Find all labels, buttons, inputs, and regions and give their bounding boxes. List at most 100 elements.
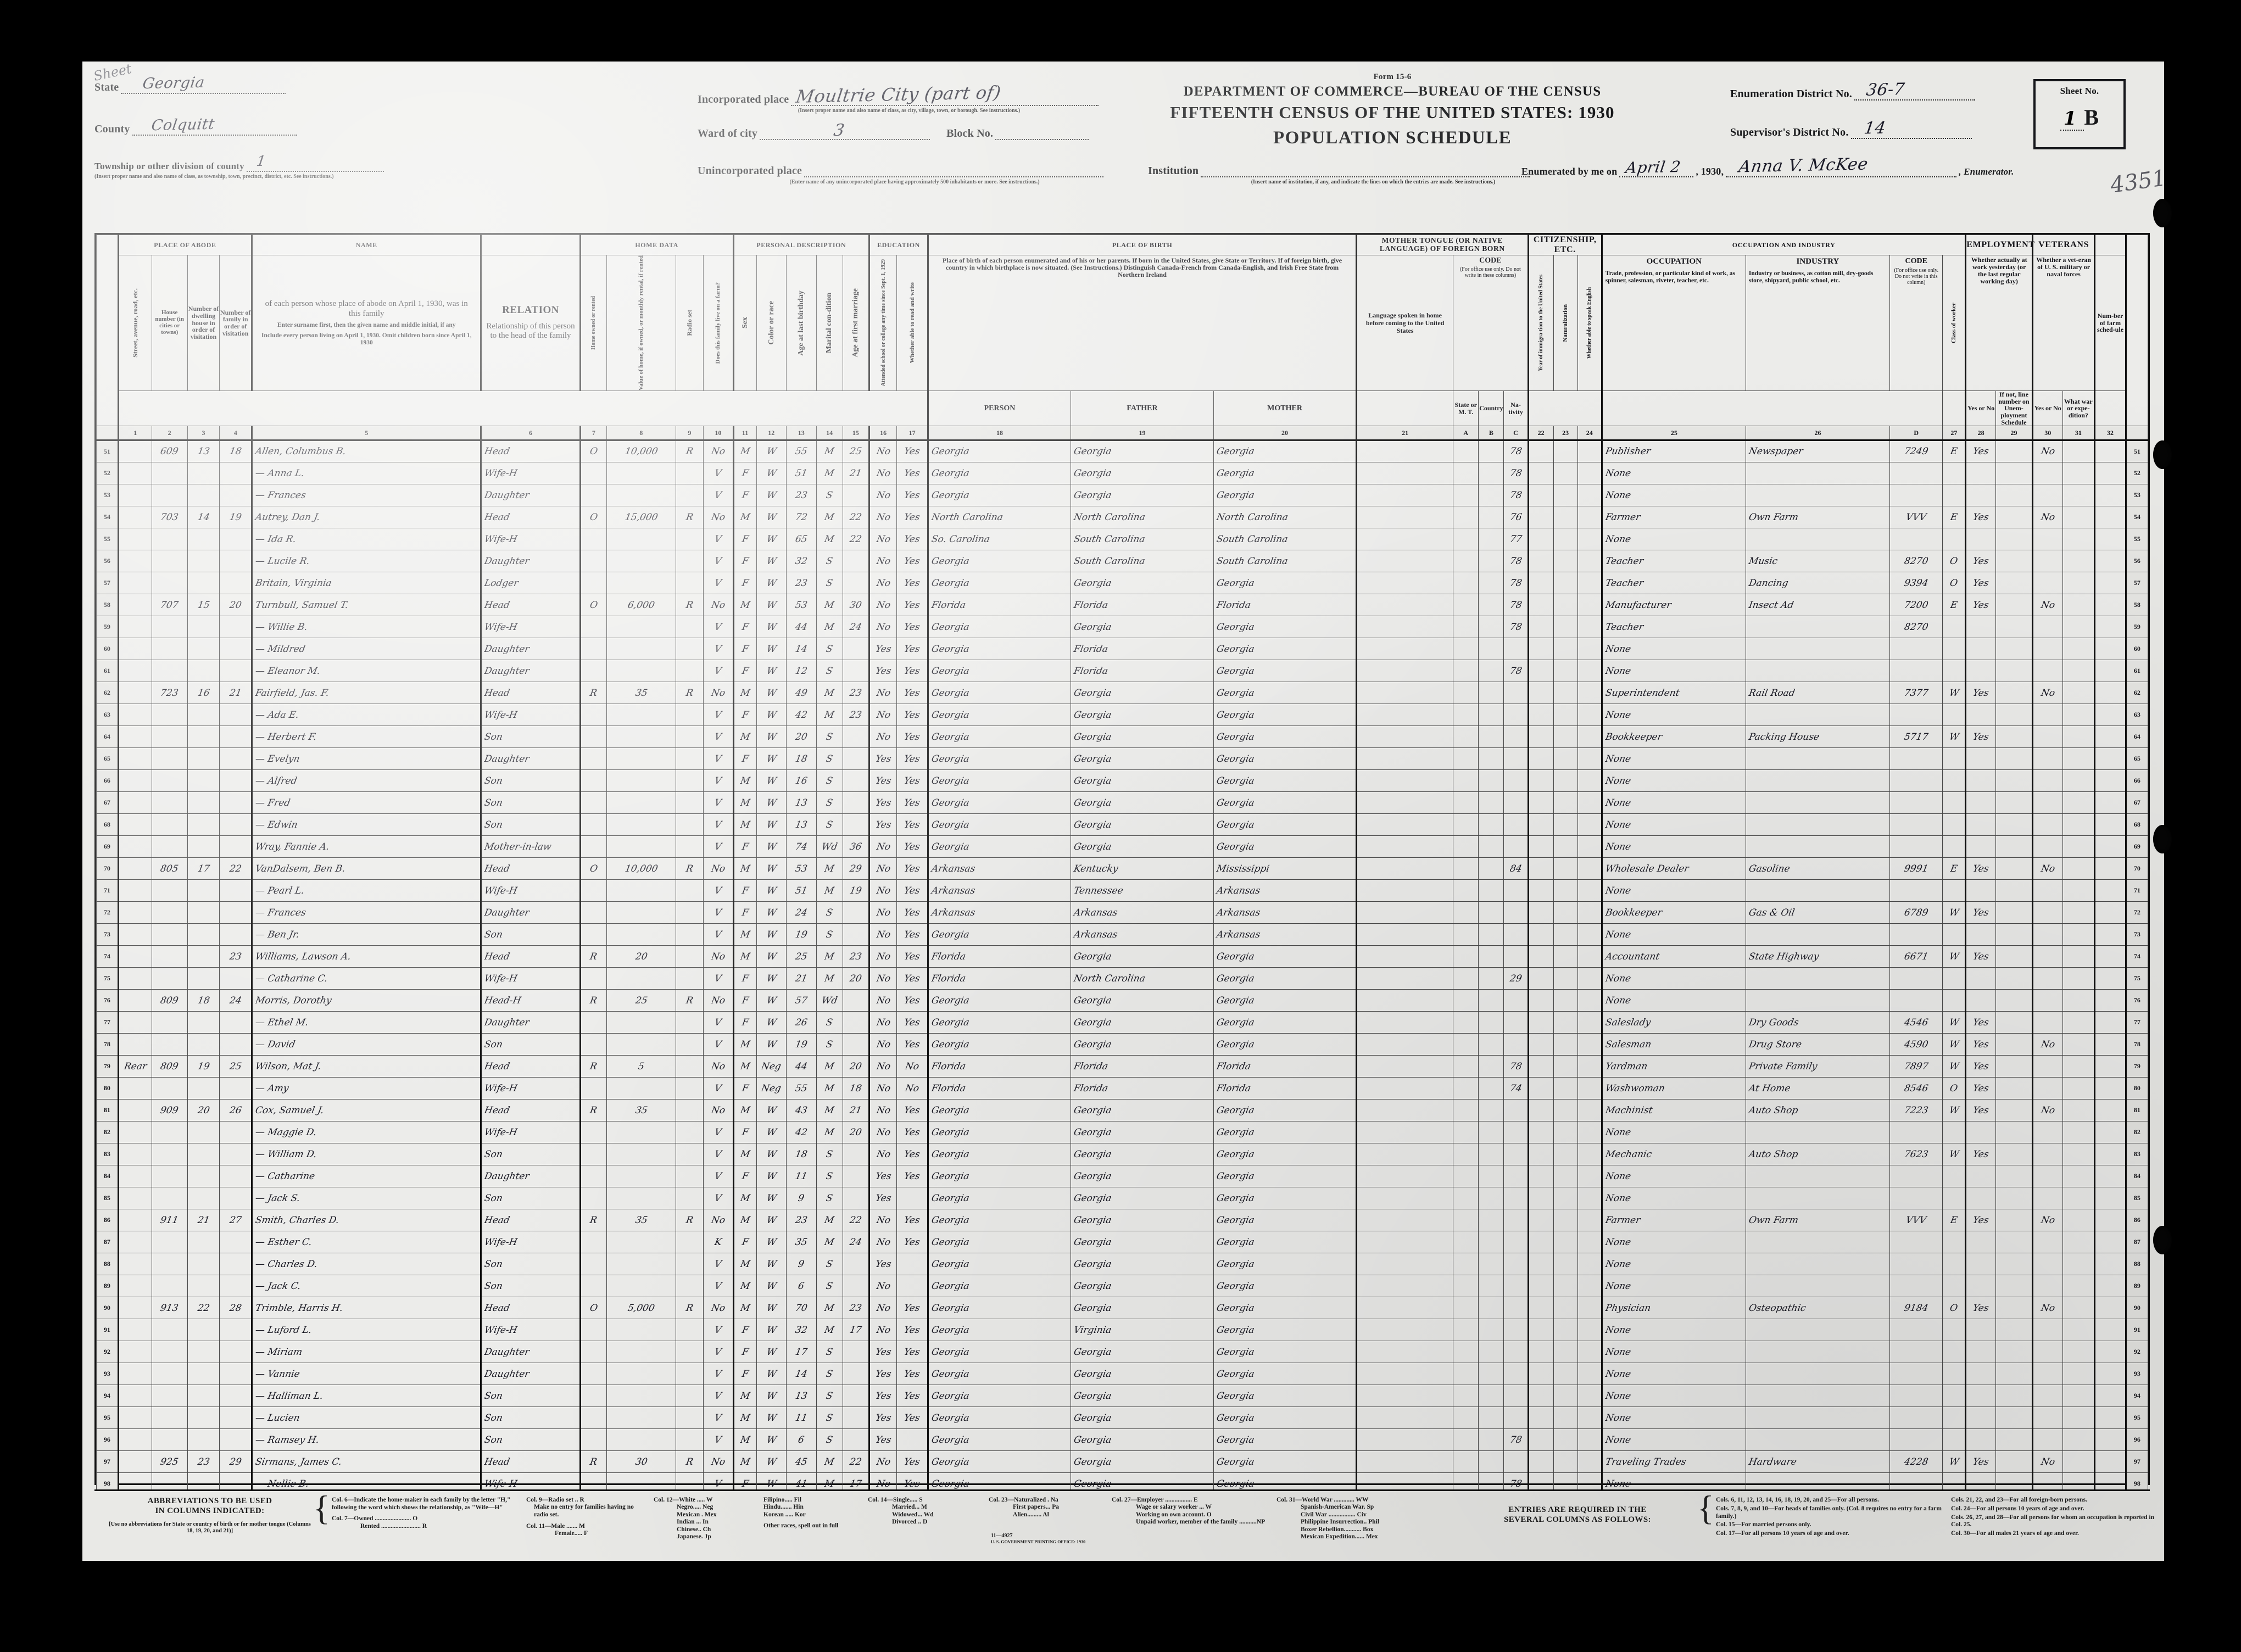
cell-relation[interactable]: Daughter bbox=[481, 660, 581, 683]
cell-agemar[interactable] bbox=[842, 1187, 871, 1210]
cell-mother[interactable]: Georgia bbox=[1213, 1121, 1358, 1144]
cell-fam[interactable] bbox=[219, 1077, 253, 1100]
cell-yr[interactable] bbox=[1528, 923, 1554, 946]
cell-father[interactable]: Georgia bbox=[1070, 1407, 1214, 1430]
cell-cc[interactable] bbox=[1503, 1011, 1529, 1034]
cell-yr[interactable] bbox=[1528, 1165, 1554, 1188]
cell-own[interactable] bbox=[579, 462, 607, 485]
cell-war[interactable] bbox=[2062, 747, 2096, 771]
cell-sex[interactable]: M bbox=[733, 769, 757, 792]
cell-agemar[interactable]: 21 bbox=[842, 462, 871, 485]
cell-lang[interactable] bbox=[1356, 1385, 1454, 1408]
cell-occ[interactable]: None bbox=[1601, 660, 1746, 683]
cell-rw[interactable]: Yes bbox=[896, 1341, 929, 1364]
cell-cb[interactable] bbox=[1478, 638, 1504, 661]
cell-vet[interactable] bbox=[2032, 1165, 2063, 1188]
cell-ind[interactable] bbox=[1745, 813, 1891, 836]
cell-house[interactable] bbox=[151, 879, 188, 902]
cell-agemar[interactable]: 23 bbox=[842, 704, 871, 727]
cell-father[interactable]: Georgia bbox=[1070, 1385, 1214, 1408]
cell-school[interactable]: No bbox=[869, 484, 897, 507]
cell-relation[interactable]: Son bbox=[481, 923, 581, 946]
cell-mother[interactable]: Georgia bbox=[1213, 484, 1358, 507]
table-row[interactable]: 80— Amy Wife-H V F Neg 55 M 18 No No Florida Florid… bbox=[96, 1077, 2149, 1100]
cell-rw[interactable]: Yes bbox=[896, 945, 929, 968]
cell-vet[interactable] bbox=[2032, 528, 2063, 551]
cell-vet[interactable] bbox=[2032, 813, 2063, 836]
cell-farmsch[interactable] bbox=[2094, 813, 2127, 836]
cell-pob[interactable]: Georgia bbox=[927, 1363, 1072, 1386]
cell-race[interactable]: W bbox=[756, 506, 787, 529]
cell-pob[interactable]: Georgia bbox=[927, 747, 1072, 771]
cell-nat[interactable] bbox=[1553, 1319, 1578, 1342]
cell-value[interactable] bbox=[606, 813, 676, 836]
cell-relation[interactable]: Head bbox=[481, 506, 581, 529]
cell-father[interactable]: Georgia bbox=[1070, 813, 1214, 836]
cell-farmsch[interactable] bbox=[2094, 967, 2127, 990]
cell-yr[interactable] bbox=[1528, 1231, 1554, 1254]
cell-marital[interactable]: S bbox=[816, 1407, 843, 1430]
cell-nat[interactable] bbox=[1553, 1165, 1578, 1188]
cell-own[interactable] bbox=[579, 572, 607, 595]
cell-vet[interactable] bbox=[2032, 1077, 2063, 1100]
cell-name[interactable]: — Anna L. bbox=[252, 462, 482, 485]
cell-lang[interactable] bbox=[1356, 1319, 1454, 1342]
cell-own[interactable] bbox=[579, 616, 607, 639]
cell-relation[interactable]: Mother-in-law bbox=[481, 835, 581, 858]
cell-yr[interactable] bbox=[1528, 791, 1554, 814]
cell-pob[interactable]: Georgia bbox=[927, 1187, 1072, 1210]
cell-own[interactable]: O bbox=[579, 857, 607, 880]
cell-mother[interactable]: Georgia bbox=[1213, 1385, 1358, 1408]
cell-radio[interactable] bbox=[675, 1407, 704, 1430]
cell-eng[interactable] bbox=[1577, 506, 1603, 529]
cell-father[interactable]: Georgia bbox=[1070, 769, 1214, 792]
cell-school[interactable]: No bbox=[869, 1297, 897, 1320]
cell-cb[interactable] bbox=[1478, 1275, 1504, 1298]
cell-pob[interactable]: Georgia bbox=[927, 484, 1072, 507]
cell-agemar[interactable]: 18 bbox=[842, 1077, 871, 1100]
cell-race[interactable]: W bbox=[756, 638, 787, 661]
cell-name[interactable]: — Vannie bbox=[252, 1363, 482, 1386]
cell-name[interactable]: — Ada E. bbox=[252, 704, 482, 727]
cell-fam[interactable]: 20 bbox=[219, 594, 253, 617]
cell-war[interactable] bbox=[2062, 1121, 2096, 1144]
cell-war[interactable] bbox=[2062, 1363, 2096, 1386]
cell-occ[interactable]: Physician bbox=[1601, 1297, 1746, 1320]
cell-age[interactable]: 14 bbox=[786, 638, 817, 661]
cell-farm[interactable]: No bbox=[703, 1450, 734, 1474]
cell-vet[interactable]: No bbox=[2032, 594, 2063, 617]
cell-farmsch[interactable] bbox=[2094, 1121, 2127, 1144]
cell-own[interactable] bbox=[579, 835, 607, 858]
cell-eng[interactable] bbox=[1577, 704, 1603, 727]
cell-agemar[interactable] bbox=[842, 923, 871, 946]
cell-pob[interactable]: Georgia bbox=[927, 550, 1072, 573]
cell-farmsch[interactable] bbox=[2094, 725, 2127, 749]
cell-school[interactable]: No bbox=[869, 1099, 897, 1122]
cell-nat[interactable] bbox=[1553, 813, 1578, 836]
cell-cd[interactable] bbox=[1889, 1319, 1943, 1342]
cell-ind[interactable]: Auto Shop bbox=[1745, 1143, 1891, 1166]
cell-value[interactable] bbox=[606, 704, 676, 727]
cell-cw[interactable]: W bbox=[1942, 1033, 1967, 1056]
cell-street[interactable] bbox=[118, 1187, 152, 1210]
cell-war[interactable] bbox=[2062, 1253, 2096, 1276]
cell-mother[interactable]: Florida bbox=[1213, 1055, 1358, 1078]
cell-agemar[interactable]: 17 bbox=[842, 1319, 871, 1342]
cell-cd[interactable]: 6671 bbox=[1889, 945, 1943, 968]
cell-cd[interactable] bbox=[1889, 1231, 1943, 1254]
cell-dwell[interactable] bbox=[187, 879, 220, 902]
cell-nat[interactable] bbox=[1553, 1407, 1578, 1430]
cell-eng[interactable] bbox=[1577, 484, 1603, 507]
table-row[interactable]: 60— Mildred Daughter V F W 14 S Yes Yes Georgia Fl… bbox=[96, 638, 2149, 661]
cell-farmsch[interactable] bbox=[2094, 572, 2127, 595]
cell-ca[interactable] bbox=[1453, 1428, 1479, 1452]
cell-cd[interactable] bbox=[1889, 704, 1943, 727]
cell-cw[interactable]: O bbox=[1942, 1077, 1967, 1100]
cell-value[interactable]: 10,000 bbox=[606, 857, 676, 880]
cell-house[interactable] bbox=[151, 813, 188, 836]
cell-school[interactable]: No bbox=[869, 1319, 897, 1342]
cell-ca[interactable] bbox=[1453, 1341, 1479, 1364]
cell-name[interactable]: Wilson, Mat J. bbox=[252, 1055, 482, 1078]
cell-sex[interactable]: F bbox=[733, 901, 757, 924]
cell-occ[interactable]: Saleslady bbox=[1601, 1011, 1746, 1034]
